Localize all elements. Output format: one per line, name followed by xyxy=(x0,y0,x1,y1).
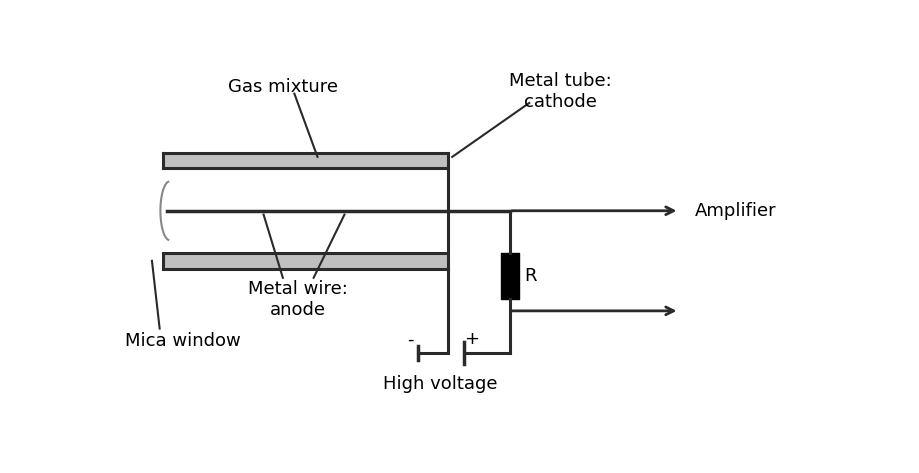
Text: Mica window: Mica window xyxy=(125,333,241,350)
Text: High voltage: High voltage xyxy=(383,375,497,393)
Text: -: - xyxy=(406,330,413,348)
Text: +: + xyxy=(463,330,479,348)
Text: Gas mixture: Gas mixture xyxy=(228,79,337,96)
Text: Metal wire:
anode: Metal wire: anode xyxy=(248,280,347,319)
Text: Amplifier: Amplifier xyxy=(694,202,776,220)
Text: R: R xyxy=(524,267,537,285)
Text: Metal tube:
cathode: Metal tube: cathode xyxy=(508,72,611,111)
